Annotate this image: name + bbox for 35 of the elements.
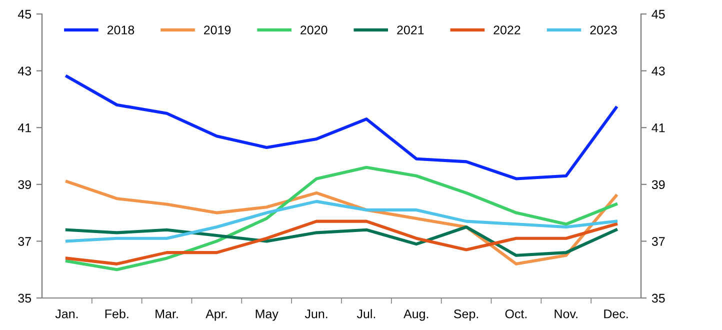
y2-tick-label: 39 <box>652 180 665 190</box>
line-series <box>65 166 618 272</box>
x-tick-label: Oct. <box>505 309 527 318</box>
x-tick-label: Jun. <box>304 310 328 318</box>
legend-label: 2018 <box>107 26 134 34</box>
x-tick-label: Mar. <box>156 310 178 318</box>
legend-label: 2021 <box>397 26 424 34</box>
y2-tick-label: 37 <box>652 237 665 246</box>
x-tick-label: Jan. <box>55 310 78 318</box>
y-tick-label: 37 <box>18 237 31 246</box>
x-tick-label: Nov. <box>554 310 578 318</box>
x-tick-label: May <box>256 310 278 321</box>
line-series <box>65 200 618 243</box>
x-tick-label: Jul. <box>356 309 376 318</box>
y2-tick-label: 45 <box>652 10 665 19</box>
y-tick-label: 43 <box>18 66 32 76</box>
legend-label: 2022 <box>494 26 520 34</box>
legend-label: 2019 <box>204 26 231 34</box>
x-tick-label: Sep. <box>454 309 478 321</box>
x-tick-label: Apr. <box>206 310 227 321</box>
legend-label: 2023 <box>590 26 617 34</box>
y-tick-label: 39 <box>18 180 31 190</box>
y-tick-label: 41 <box>18 124 31 132</box>
y2-tick-label: 41 <box>652 124 665 132</box>
line-series <box>65 225 618 257</box>
line-series <box>65 220 618 266</box>
legend-label: 2020 <box>300 26 328 34</box>
y2-tick-label: 35 <box>652 294 665 303</box>
x-tick-label: Feb. <box>105 309 128 318</box>
y-tick-label: 45 <box>18 10 32 19</box>
y2-tick-label: 43 <box>652 66 665 76</box>
x-tick-label: Aug. <box>404 310 428 321</box>
line-series <box>65 74 618 180</box>
y-tick-label: 35 <box>18 294 32 303</box>
x-tick-label: Dec. <box>604 310 628 318</box>
